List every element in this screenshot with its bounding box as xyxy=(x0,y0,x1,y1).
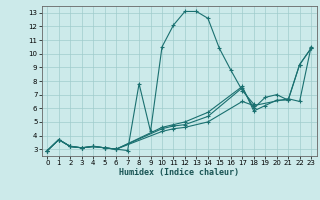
X-axis label: Humidex (Indice chaleur): Humidex (Indice chaleur) xyxy=(119,168,239,177)
